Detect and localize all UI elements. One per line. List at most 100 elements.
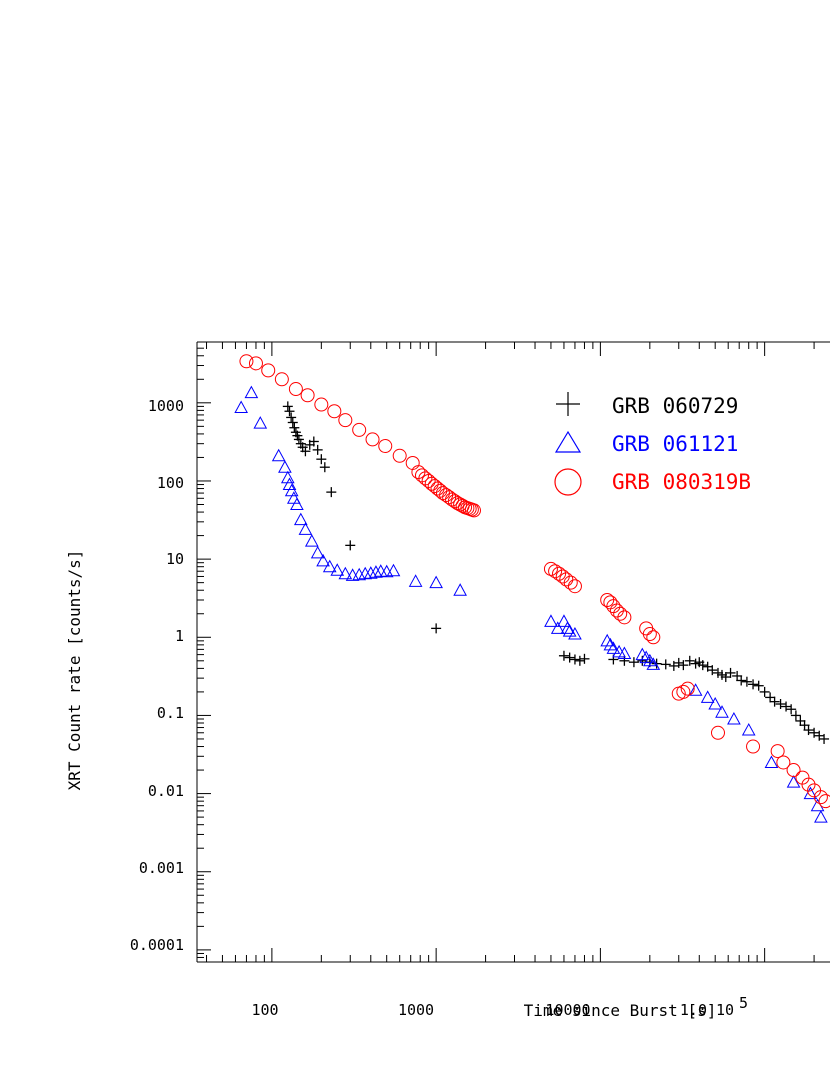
data-point-plus (564, 652, 575, 663)
data-point-plus (725, 667, 736, 678)
data-point-triangle (600, 633, 615, 647)
data-point-plus (308, 436, 319, 447)
data-point-triangle (764, 755, 779, 768)
data-point-triangle (544, 614, 558, 627)
data-point-triangle (557, 614, 571, 627)
y-tick-label-0.1: 0.1 (157, 704, 184, 722)
data-point-plus (765, 692, 776, 703)
data-point-triangle (708, 696, 723, 710)
data-point-triangle (304, 534, 319, 547)
data-point-circle (392, 448, 407, 463)
x-tick-label-1e5: 1.0 10 (680, 1001, 734, 1019)
data-point-plus (282, 401, 293, 412)
data-point-circle (261, 363, 276, 378)
data-point-plus (736, 675, 747, 686)
data-point-plus (786, 704, 797, 715)
data-point-triangle (810, 798, 825, 812)
data-point-plus (300, 446, 311, 457)
series-1 (234, 385, 828, 823)
data-point-circle (552, 566, 567, 581)
legend-marker-triangle-icon (554, 430, 582, 453)
data-point-circle (378, 439, 393, 454)
data-point-plus (286, 412, 297, 423)
data-point-triangle (688, 683, 703, 696)
series-2 (239, 354, 830, 809)
data-point-circle (248, 356, 263, 371)
data-point-plus (289, 422, 300, 433)
data-point-triangle (286, 491, 301, 504)
data-point-circle (239, 354, 254, 369)
data-point-triangle (310, 545, 325, 559)
y-tick-label-0.01: 0.01 (148, 782, 184, 800)
data-point-triangle (715, 705, 729, 718)
data-point-triangle (293, 512, 308, 526)
data-point-triangle (253, 416, 268, 429)
data-point-plus (619, 655, 630, 666)
data-point-plus (431, 623, 442, 634)
data-point-plus (326, 487, 337, 498)
data-point-plus (673, 657, 684, 668)
data-point-triangle (550, 621, 565, 634)
data-point-circle (786, 763, 801, 778)
data-point-circle (776, 755, 791, 770)
legend-marker-plus-icon (556, 392, 580, 416)
data-point-triangle (290, 497, 304, 510)
data-point-circle (613, 606, 628, 621)
data-point-plus (345, 540, 356, 551)
data-point-triangle (560, 621, 575, 634)
data-point-triangle (803, 786, 818, 800)
data-point-triangle (453, 583, 467, 596)
data-point-plus (775, 699, 786, 710)
data-point-triangle (568, 626, 582, 640)
data-point-triangle (280, 470, 295, 484)
axis-ticks (197, 341, 815, 963)
data-point-circle (327, 404, 342, 419)
data-point-triangle (316, 553, 330, 567)
data-point-circle (646, 630, 661, 645)
data-marks (234, 354, 830, 823)
legend-marker-circle-icon (554, 468, 582, 496)
data-point-circle (427, 479, 442, 494)
data-point-triangle (562, 624, 577, 637)
x-tick-label-1e5-exponent: 5 (739, 994, 748, 1012)
data-point-triangle (408, 574, 423, 587)
data-point-triangle (298, 522, 313, 535)
data-point-plus (720, 672, 731, 683)
data-point-triangle (330, 563, 345, 576)
x-tick-label-1000: 1000 (398, 1001, 434, 1019)
data-point-plus (316, 454, 327, 465)
x-tick-label-10000: 10000 (545, 1001, 590, 1019)
data-point-plus (707, 665, 718, 676)
data-point-circle (770, 744, 785, 759)
data-point-triangle (244, 385, 259, 399)
data-point-circle (567, 579, 582, 594)
legend-label-grb-060729: GRB 060729 (612, 394, 738, 418)
data-point-triangle (786, 775, 801, 788)
data-point-plus (287, 417, 298, 428)
data-point-plus (712, 667, 723, 678)
data-point-circle (818, 794, 830, 809)
data-point-plus (574, 655, 585, 666)
y-tick-label-10: 10 (166, 550, 184, 568)
data-point-triangle (741, 723, 756, 736)
data-point-triangle (369, 565, 383, 578)
data-point-triangle (639, 650, 654, 664)
data-point-circle (801, 777, 816, 792)
data-point-circle (466, 503, 481, 518)
legend-label-grb-080319b: GRB 080319B (612, 470, 751, 494)
data-point-plus (819, 733, 830, 744)
data-point-circle (338, 413, 353, 428)
data-point-plus (781, 701, 792, 712)
data-point-circle (365, 432, 380, 447)
data-point-circle (433, 483, 448, 498)
data-point-triangle (271, 448, 286, 462)
y-tick-label-100: 100 (157, 474, 184, 492)
data-point-plus (732, 670, 743, 681)
data-point-triangle (386, 563, 401, 577)
data-point-plus (748, 679, 759, 690)
data-point-plus (569, 654, 580, 665)
data-point-circle (548, 564, 563, 579)
data-point-circle (710, 725, 725, 740)
y-tick-label-1000: 1000 (148, 397, 184, 415)
